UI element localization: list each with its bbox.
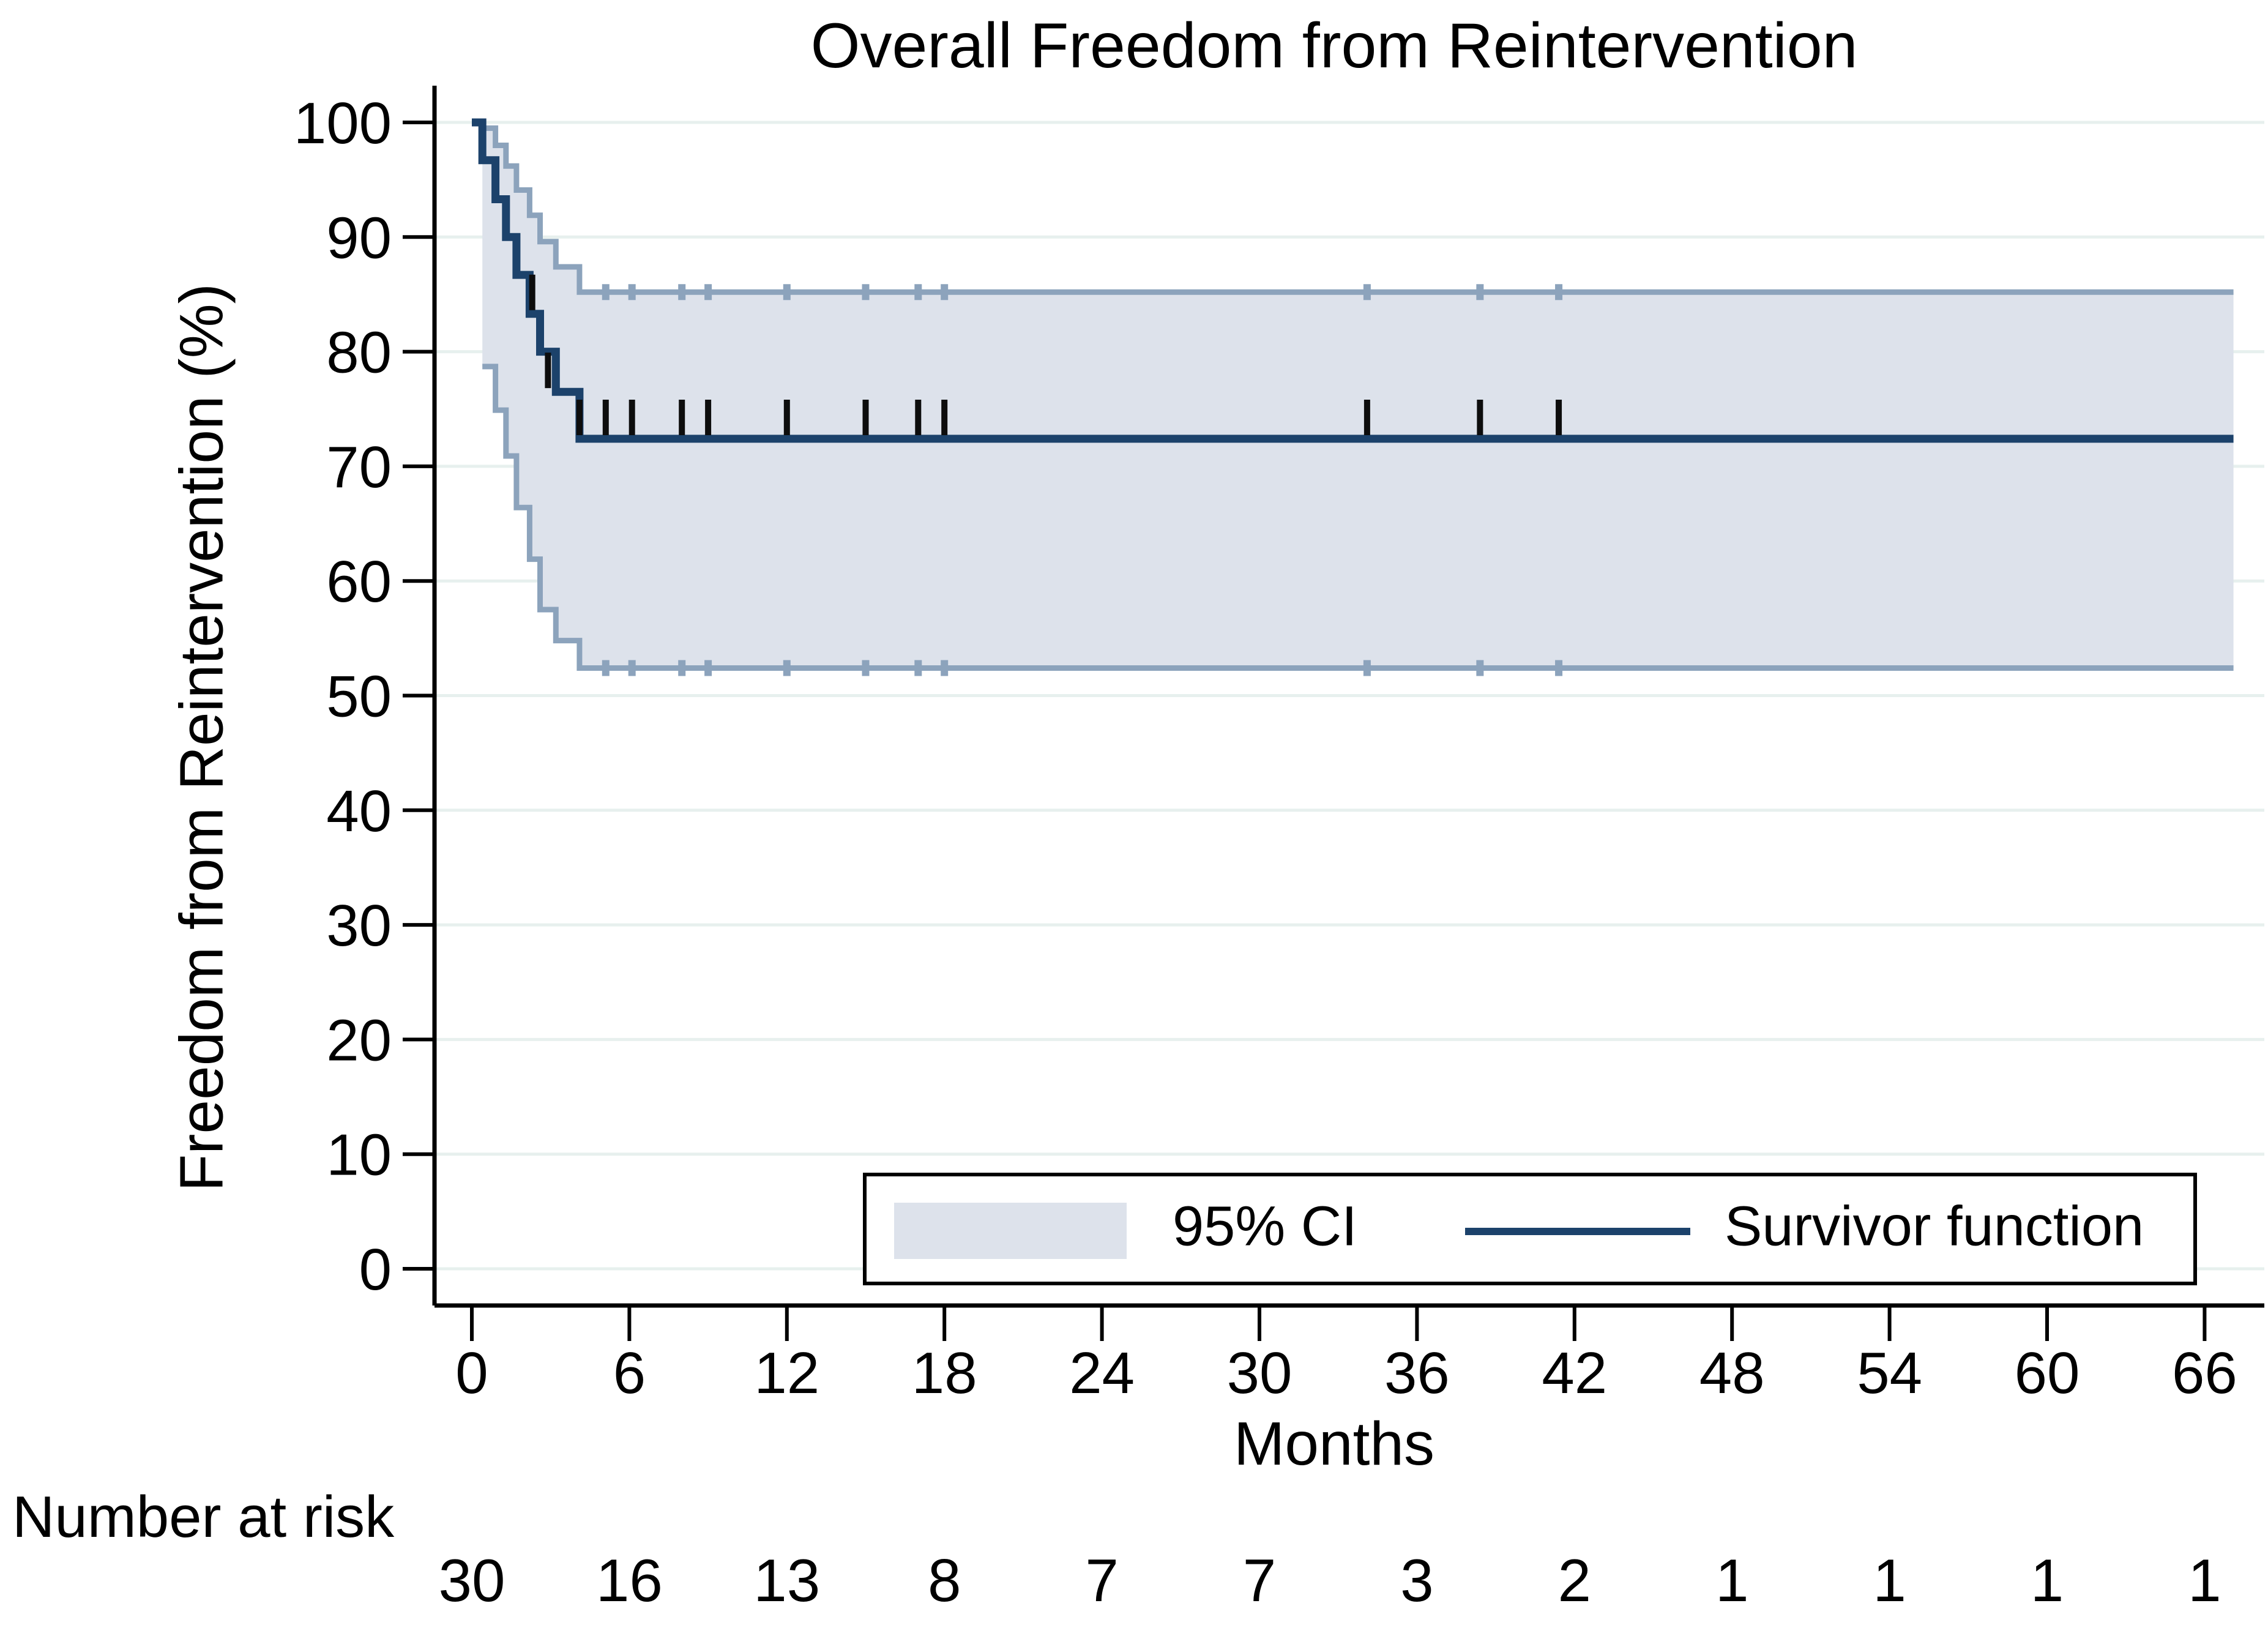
legend-ci-swatch <box>894 1203 1127 1259</box>
risk-count-60: 1 <box>2031 1547 2064 1614</box>
number-at-risk-label: Number at risk <box>12 1484 395 1550</box>
risk-count-36: 3 <box>1400 1547 1434 1614</box>
y-tick-label-60: 60 <box>326 549 392 615</box>
risk-count-30: 7 <box>1243 1547 1277 1614</box>
risk-count-6: 16 <box>596 1547 663 1614</box>
x-tick-label-54: 54 <box>1857 1340 1922 1406</box>
x-tick-label-42: 42 <box>1542 1340 1607 1406</box>
y-tick-label-90: 90 <box>326 205 392 271</box>
risk-count-54: 1 <box>1873 1547 1906 1614</box>
legend-survivor-label: Survivor function <box>1725 1195 2144 1258</box>
y-axis-title: Freedom from Reintervention (%) <box>167 283 236 1192</box>
x-axis-ticks: 0 6 12 18 24 30 36 42 48 54 60 66 <box>455 1306 2237 1406</box>
y-tick-label-80: 80 <box>326 320 392 386</box>
number-at-risk-row: 30 16 13 8 7 7 3 2 1 1 1 1 <box>438 1547 2221 1614</box>
x-tick-label-0: 0 <box>455 1340 488 1406</box>
y-tick-label-10: 10 <box>326 1123 392 1188</box>
y-tick-label-50: 50 <box>326 664 392 730</box>
y-tick-label-30: 30 <box>326 893 392 958</box>
legend-box: 95% CI Survivor function <box>863 1173 2197 1285</box>
y-tick-label-20: 20 <box>326 1007 392 1073</box>
x-tick-label-66: 66 <box>2172 1340 2237 1406</box>
y-tick-label-0: 0 <box>359 1237 392 1302</box>
x-tick-label-18: 18 <box>912 1340 977 1406</box>
risk-count-66: 1 <box>2188 1547 2221 1614</box>
x-tick-label-6: 6 <box>613 1340 646 1406</box>
y-tick-label-100: 100 <box>294 91 392 156</box>
censor-ticks <box>529 274 1562 435</box>
ci-edge-censor-notches <box>602 284 1563 676</box>
y-tick-label-40: 40 <box>326 779 392 844</box>
legend-survivor-line-sample <box>1465 1228 1690 1235</box>
x-tick-label-60: 60 <box>2015 1340 2080 1406</box>
risk-count-12: 13 <box>753 1547 820 1614</box>
x-tick-label-24: 24 <box>1069 1340 1135 1406</box>
x-axis-title: Months <box>1234 1410 1434 1478</box>
y-tick-label-70: 70 <box>326 435 392 500</box>
y-axis-ticks: 0 10 20 30 40 50 60 70 80 90 100 <box>294 91 435 1302</box>
x-tick-label-36: 36 <box>1384 1340 1450 1406</box>
risk-count-18: 8 <box>928 1547 961 1614</box>
survivor-step-line <box>472 118 2234 443</box>
ci-upper-edge <box>479 122 2234 295</box>
ci-lower-edge <box>482 364 2234 671</box>
x-tick-label-30: 30 <box>1227 1340 1293 1406</box>
risk-count-48: 1 <box>1715 1547 1749 1614</box>
risk-count-42: 2 <box>1558 1547 1592 1614</box>
risk-count-0: 30 <box>438 1547 505 1614</box>
x-tick-label-12: 12 <box>754 1340 819 1406</box>
chart-title: Overall Freedom from Reintervention <box>810 10 1858 81</box>
x-tick-label-48: 48 <box>1699 1340 1765 1406</box>
legend-ci-label: 95% CI <box>1173 1195 1357 1258</box>
ci-band-area <box>482 122 2234 668</box>
risk-count-24: 7 <box>1085 1547 1119 1614</box>
